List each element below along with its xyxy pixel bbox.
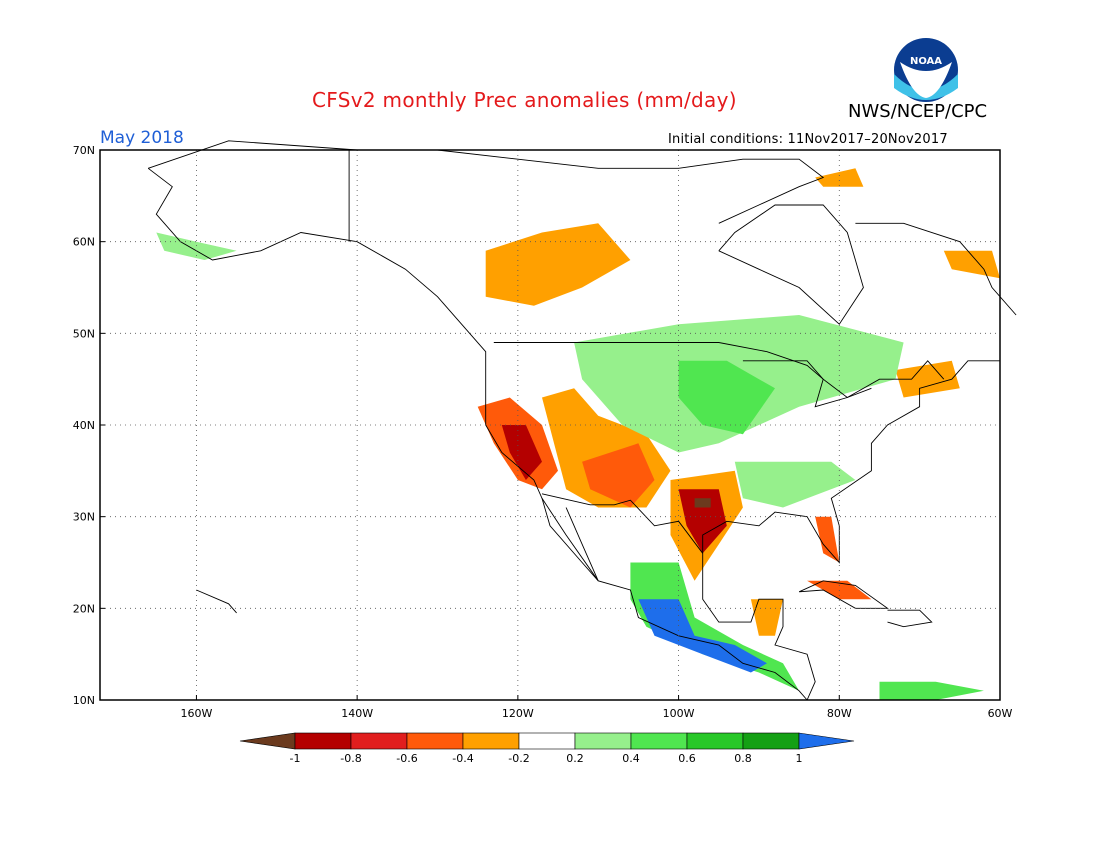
initial-conditions: Initial conditions: 11Nov2017–20Nov2017	[668, 132, 948, 147]
coastline-segment	[855, 222, 1017, 316]
anomaly-region-southwest-dry-core	[582, 443, 655, 508]
anomaly-region-southeast-wet	[734, 461, 856, 508]
latitude-label: 50N	[73, 327, 95, 340]
colorbar-swatch	[294, 732, 352, 750]
axis-labels: 160W 140W 120W 100W 80W 60W 10N 20N 30N 40N 50N 60N…	[73, 144, 1013, 720]
noaa-logo-text: NOAA	[910, 56, 942, 67]
anomaly-region-mexico-wet-core	[638, 599, 767, 673]
coastline-segment	[742, 360, 872, 408]
latitude-label: 70N	[73, 144, 95, 157]
colorbar: -1 -0.8 -0.6 -0.4 -0.2 0.2 0.4 0.6 0.8 1	[239, 732, 855, 765]
map-title: CFSv2 monthly Prec anomalies (mm/day)	[312, 88, 737, 112]
noaa-logo: NOAA	[894, 38, 958, 102]
agency-label: NWS/NCEP/CPC	[848, 101, 988, 122]
colorbar-tick-label: -0.2	[508, 752, 529, 765]
colorbar-swatch	[350, 732, 408, 750]
colorbar-swatch	[574, 732, 632, 750]
coastline-segment	[148, 140, 825, 224]
coastline-segment	[702, 360, 1000, 564]
coastline-segment	[196, 589, 237, 614]
anomaly-region-hudson-north-dry	[815, 168, 864, 187]
latitude-label: 60N	[73, 236, 95, 249]
colorbar-swatch	[630, 732, 688, 750]
colorbar-tick-label: 0.2	[566, 752, 584, 765]
coastline-segment	[493, 342, 945, 399]
forecast-period: May 2018	[100, 128, 184, 148]
colorbar-swatch	[462, 732, 520, 750]
colorbar-swatch	[742, 732, 800, 750]
colorbar-swatch	[686, 732, 744, 750]
anomaly-region-plains-wet-core	[678, 360, 775, 435]
anomaly-region-canada-west-dry	[485, 223, 631, 306]
anomaly-region-caribbean-wet	[879, 681, 984, 700]
latitude-label: 40N	[73, 419, 95, 432]
colorbar-tick-label: 0.6	[678, 752, 696, 765]
colorbar-tick-label: 1	[796, 752, 803, 765]
anomaly-region-california-dry-core	[501, 425, 542, 480]
colorbar-tick-label: 0.8	[734, 752, 752, 765]
longitude-label: 100W	[663, 707, 695, 720]
colorbar-high-extend	[798, 732, 855, 750]
colorbar-tick-label: -0.4	[452, 752, 473, 765]
anomaly-region-northeast-dry	[895, 360, 960, 398]
colorbar-tick-label: -0.6	[396, 752, 417, 765]
colorbar-swatch	[518, 732, 576, 750]
latitude-label: 20N	[73, 602, 95, 615]
longitude-label: 80W	[827, 707, 852, 720]
colorbar-low-extend	[239, 732, 296, 750]
colorbar-tick-label: 0.4	[622, 752, 640, 765]
anomaly-regions	[156, 168, 1000, 700]
colorbar-tick-label: -0.8	[340, 752, 361, 765]
coastline-segment	[887, 609, 933, 628]
coastline-segment	[718, 204, 864, 325]
longitude-label: 120W	[502, 707, 534, 720]
anomaly-region-yucatan-dry	[750, 599, 783, 636]
colorbar-tick-label: -1	[290, 752, 301, 765]
anomaly-region-alaska-wet	[156, 232, 237, 260]
coastline-segment	[702, 562, 816, 701]
anomaly-region-florida-dry	[815, 516, 840, 563]
longitude-label: 140W	[341, 707, 373, 720]
latitude-label: 30N	[73, 511, 95, 524]
anomaly-region-texas-dry-center	[694, 498, 711, 508]
longitude-label: 160W	[180, 707, 212, 720]
coastline-segment	[541, 498, 599, 582]
gridlines	[100, 150, 1000, 700]
anomaly-region-labrador-dry	[943, 250, 1000, 279]
coastline-segment	[798, 580, 889, 609]
coastline-segment	[541, 493, 704, 554]
anomaly-region-texas-dry-core	[678, 489, 727, 554]
latitude-label: 10N	[73, 694, 95, 707]
longitude-label: 60W	[988, 707, 1013, 720]
colorbar-swatch	[406, 732, 464, 750]
